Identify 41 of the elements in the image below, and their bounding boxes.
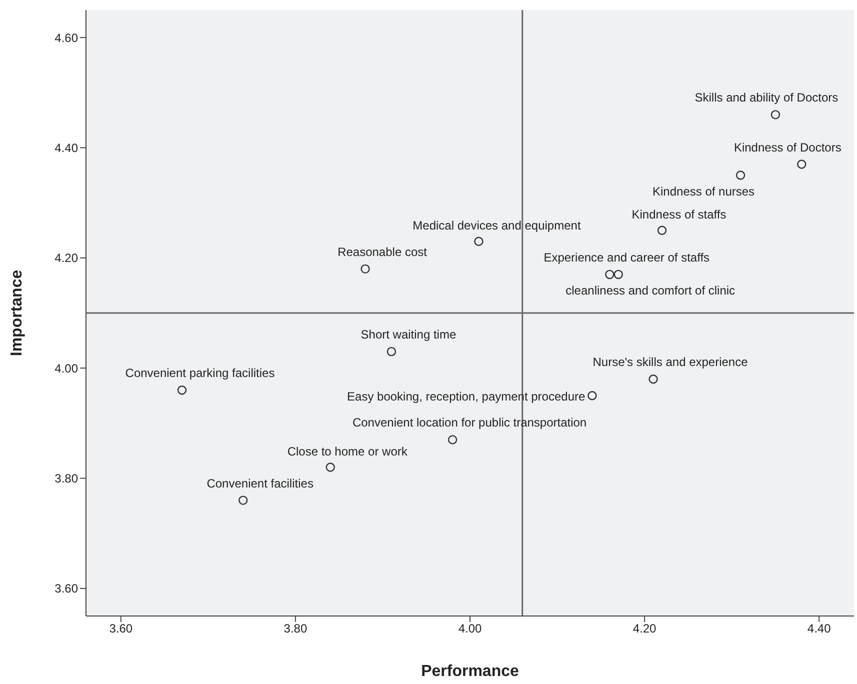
annotation: Kindness of Doctors bbox=[734, 140, 842, 154]
y-tick-label: 4.60 bbox=[54, 30, 78, 45]
annotation: Short waiting time bbox=[360, 328, 456, 342]
point bbox=[736, 170, 746, 180]
x-tick-label: 4.20 bbox=[632, 622, 657, 636]
y-tick-label: 4.00 bbox=[54, 361, 78, 376]
annotation: Reasonable cost bbox=[338, 244, 428, 259]
annotation: Nurse's skills and experience bbox=[592, 355, 748, 370]
point bbox=[326, 462, 335, 472]
point bbox=[605, 270, 614, 280]
point bbox=[648, 374, 658, 384]
y-axis-title: Importance bbox=[8, 270, 26, 356]
annotation: Kindness of nurses bbox=[652, 184, 755, 198]
y-tick-label: 4.20 bbox=[54, 251, 78, 266]
x-tick-label: 4.40 bbox=[807, 622, 832, 636]
y-tick-label: 3.60 bbox=[54, 582, 78, 596]
annotation: Convenient facilities bbox=[206, 476, 314, 490]
point bbox=[360, 264, 370, 274]
y-tick-label: 3.80 bbox=[54, 472, 78, 486]
annotation: Kindness of staffs bbox=[632, 207, 726, 222]
annotation: cleanliness and comfort of clinic bbox=[566, 283, 736, 298]
point bbox=[614, 270, 623, 280]
x-axis-title: Performance bbox=[421, 663, 520, 680]
annotation: Experience and career of staffs bbox=[544, 250, 710, 264]
point bbox=[588, 391, 597, 400]
point bbox=[177, 386, 187, 395]
point bbox=[657, 226, 667, 235]
x-tick-label: 4.00 bbox=[458, 622, 482, 636]
annotation: Close to home or work bbox=[287, 444, 408, 458]
point bbox=[238, 496, 248, 505]
x-tick-label: 3.60 bbox=[109, 622, 133, 636]
point bbox=[797, 160, 806, 169]
annotation: Medical devices and equipment bbox=[412, 218, 582, 232]
annotation: Convenient parking facilities bbox=[125, 366, 275, 380]
y-tick-label: 4.40 bbox=[54, 140, 78, 155]
annotation: Skills and ability of Doctors bbox=[694, 90, 838, 105]
x-tick-label: 3.80 bbox=[284, 622, 308, 636]
point bbox=[448, 435, 458, 444]
point bbox=[770, 110, 780, 120]
point bbox=[474, 236, 484, 246]
point bbox=[386, 346, 396, 356]
